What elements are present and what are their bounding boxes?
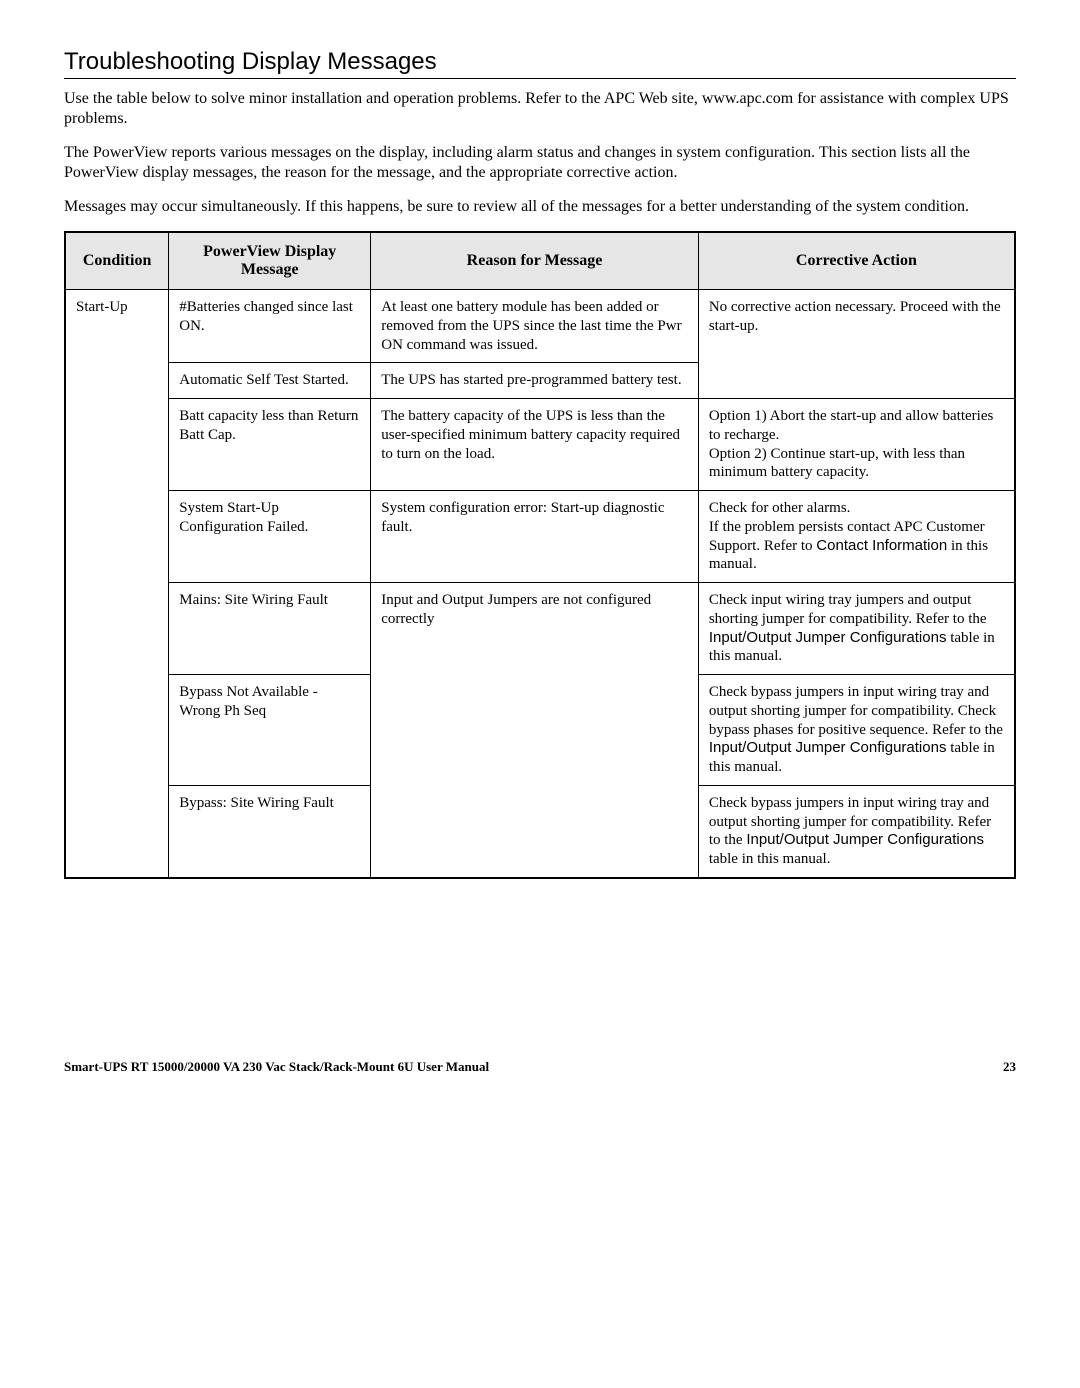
cell-message: Bypass Not Available - Wrong Ph Seq <box>169 675 371 786</box>
cell-message: #Batteries changed since last ON. <box>169 290 371 363</box>
cell-message: Bypass: Site Wiring Fault <box>169 785 371 878</box>
cell-action: Check bypass jumpers in input wiring tra… <box>698 785 1015 878</box>
cell-reason: The UPS has started pre-programmed batte… <box>371 363 699 399</box>
header-action: Corrective Action <box>698 232 1015 290</box>
cell-message: Batt capacity less than Return Batt Cap. <box>169 399 371 491</box>
cell-action: Check input wiring tray jumpers and outp… <box>698 583 1015 675</box>
table-header-row: Condition PowerView Display Message Reas… <box>65 232 1015 290</box>
header-reason: Reason for Message <box>371 232 699 290</box>
cell-reason: Input and Output Jumpers are not configu… <box>371 583 699 878</box>
cell-action: Check bypass jumpers in input wiring tra… <box>698 675 1015 786</box>
header-message: PowerView Display Message <box>169 232 371 290</box>
cell-reason: System configuration error: Start-up dia… <box>371 491 699 583</box>
table-row: System Start-Up Configuration Failed. Sy… <box>65 491 1015 583</box>
cell-reason: At least one battery module has been add… <box>371 290 699 363</box>
page-footer: Smart-UPS RT 15000/20000 VA 230 Vac Stac… <box>64 1059 1016 1075</box>
footer-title: Smart-UPS RT 15000/20000 VA 230 Vac Stac… <box>64 1059 489 1075</box>
intro-paragraph-2: The PowerView reports various messages o… <box>64 143 1016 183</box>
cell-condition: Start-Up <box>65 290 169 878</box>
messages-table: Condition PowerView Display Message Reas… <box>64 231 1016 879</box>
table-row: Start-Up #Batteries changed since last O… <box>65 290 1015 363</box>
table-row: Batt capacity less than Return Batt Cap.… <box>65 399 1015 491</box>
table-row: Mains: Site Wiring Fault Input and Outpu… <box>65 583 1015 675</box>
section-heading: Troubleshooting Display Messages <box>64 48 1016 79</box>
cell-message: Automatic Self Test Started. <box>169 363 371 399</box>
cell-action: Option 1) Abort the start-up and allow b… <box>698 399 1015 491</box>
cell-reason: The battery capacity of the UPS is less … <box>371 399 699 491</box>
header-condition: Condition <box>65 232 169 290</box>
footer-page-number: 23 <box>1003 1059 1016 1075</box>
cell-message: Mains: Site Wiring Fault <box>169 583 371 675</box>
intro-paragraph-3: Messages may occur simultaneously. If th… <box>64 197 1016 217</box>
cell-message: System Start-Up Configuration Failed. <box>169 491 371 583</box>
cell-action: Check for other alarms.If the problem pe… <box>698 491 1015 583</box>
intro-paragraph-1: Use the table below to solve minor insta… <box>64 89 1016 129</box>
cell-action: No corrective action necessary. Proceed … <box>698 290 1015 399</box>
